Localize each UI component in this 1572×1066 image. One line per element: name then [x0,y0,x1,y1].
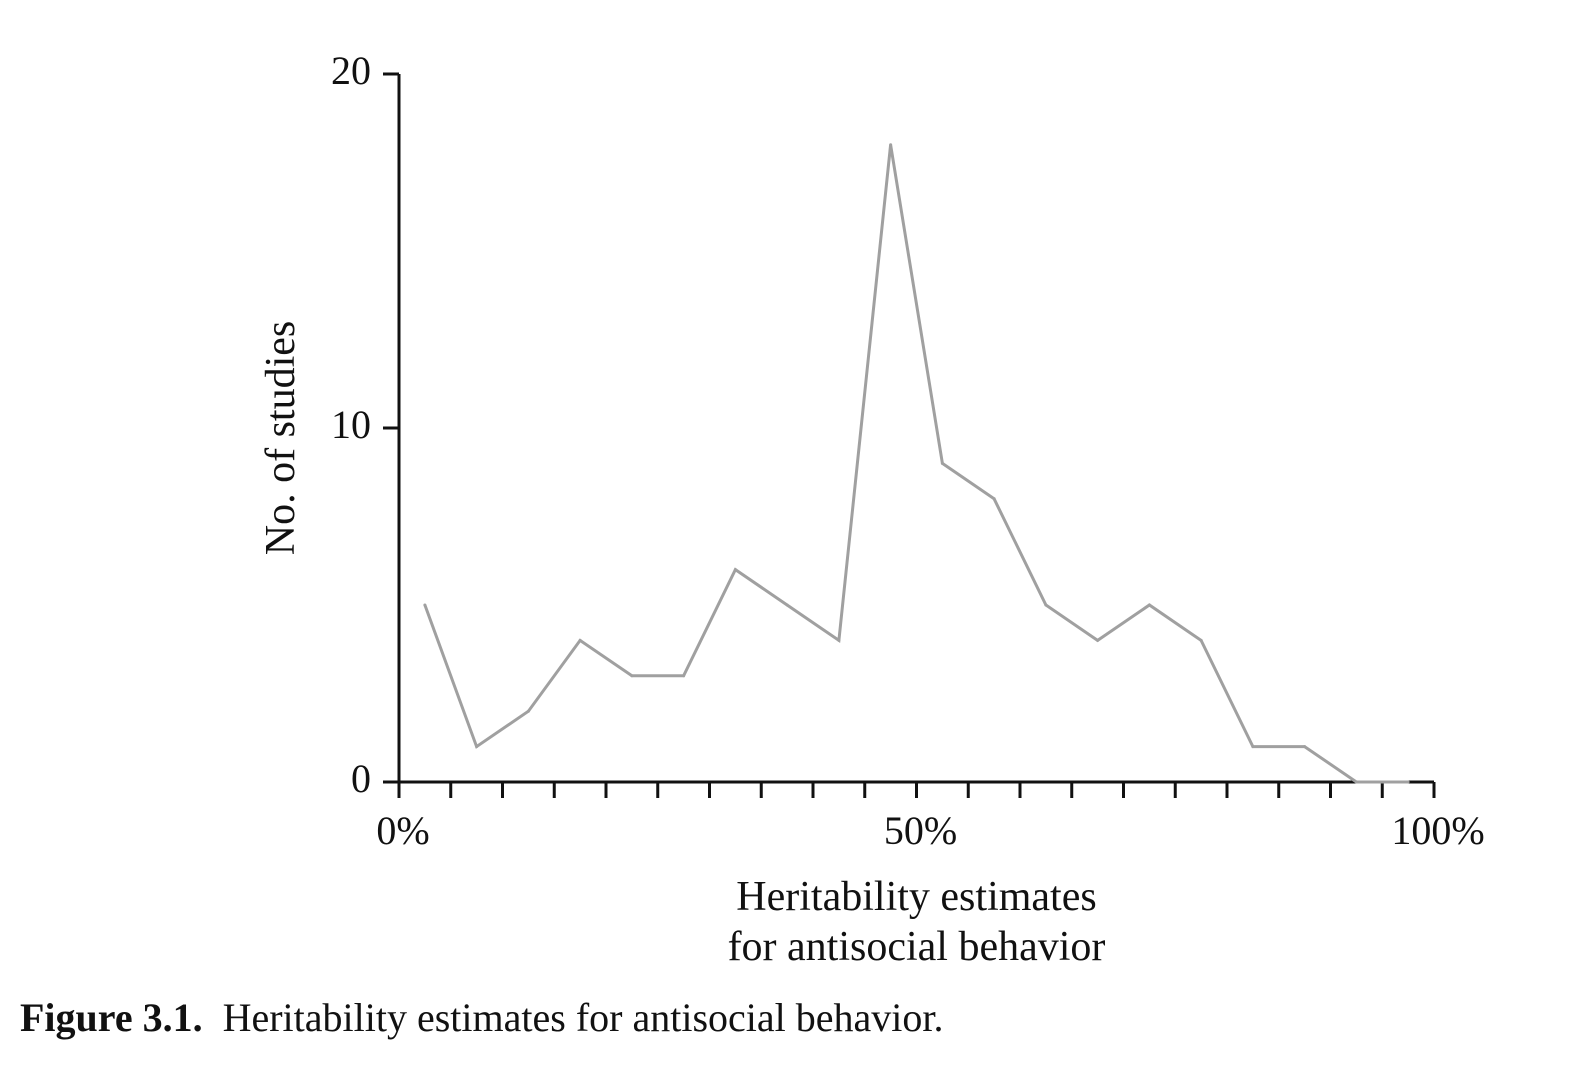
x-tick-label-100: 100% [1391,808,1484,853]
ticks [383,72,1436,798]
data-point-10 [940,461,944,465]
data-point-18 [1354,780,1358,784]
data-point-2 [526,709,530,713]
data-point-14 [1147,603,1151,607]
x-tick-label-50: 50% [884,808,957,853]
data-point-16 [1251,745,1255,749]
x-axis-title-line-2: for antisocial behavior [728,924,1106,970]
data-point-11 [992,497,996,501]
data-point-6 [733,568,737,572]
data-point-7 [785,603,789,607]
series [423,143,1410,784]
data-point-8 [837,638,841,642]
data-point-12 [1044,603,1048,607]
figure-caption: Figure 3.1. Heritability estimates for an… [20,994,943,1042]
data-point-19 [1406,780,1410,784]
data-point-15 [1199,638,1203,642]
x-tick-label-0: 0% [376,808,429,853]
data-point-1 [475,745,479,749]
figure-label: Figure 3.1. [20,995,203,1040]
chart: 0 10 20 0% 50% 100% No. of studies Heritabili… [258,48,1485,970]
data-point-0 [423,603,427,607]
data-point-17 [1303,745,1307,749]
data-point-3 [578,638,582,642]
y-tick-label-20: 20 [331,48,371,93]
data-point-13 [1096,638,1100,642]
data-point-4 [630,674,634,678]
figure-caption-text: Heritability estimates for antisocial be… [222,995,944,1040]
y-tick-label-10: 10 [331,402,371,447]
y-tick-label-0: 0 [351,756,371,801]
series-line-0 [423,144,1409,784]
x-axis-title-line-1: Heritability estimates [736,874,1096,920]
data-point-9 [889,143,893,147]
data-point-5 [682,674,686,678]
tick-labels: 0 10 20 0% 50% 100% [331,48,1485,853]
y-axis-title: No. of studies [258,321,304,556]
